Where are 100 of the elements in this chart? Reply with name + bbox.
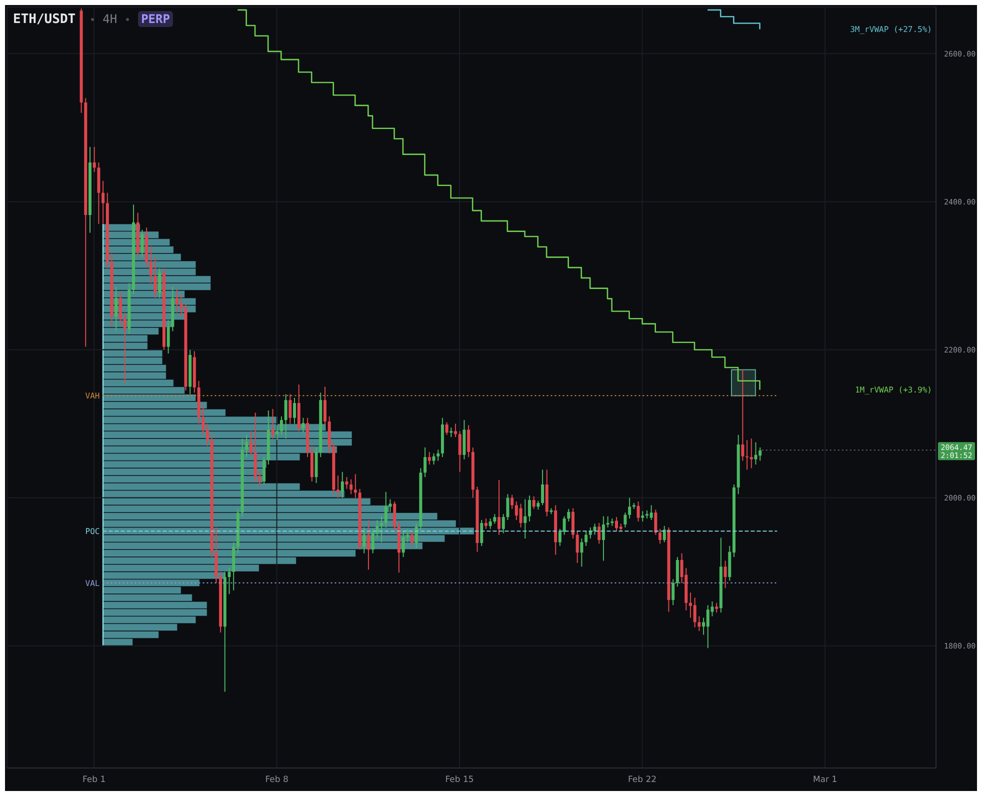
candlestick — [276, 424, 279, 441]
candlestick — [206, 423, 209, 446]
x-tick-label: Feb 22 — [628, 775, 657, 786]
candlestick — [92, 146, 96, 173]
candlestick — [154, 256, 157, 298]
candlestick — [336, 475, 340, 498]
x-tick-label: Feb 15 — [445, 775, 474, 786]
candlestick — [750, 438, 753, 469]
candlestick — [380, 516, 384, 543]
annotation: PERP — [138, 11, 173, 27]
candlestick — [698, 616, 701, 632]
candlestick — [541, 469, 544, 506]
candlestick — [746, 440, 749, 470]
candlestick — [262, 456, 266, 485]
candlestick — [528, 495, 531, 522]
candlestick — [118, 292, 122, 324]
candlestick — [510, 494, 514, 510]
candlestick — [280, 416, 283, 436]
candlestick — [366, 520, 370, 570]
candlestick — [672, 578, 675, 606]
candlestick — [606, 516, 610, 528]
candlestick — [428, 451, 431, 465]
candlestick — [488, 518, 492, 530]
candlestick — [506, 494, 510, 521]
candlestick — [615, 516, 618, 532]
candlestick — [345, 476, 348, 490]
candlestick — [123, 312, 126, 384]
candlestick — [228, 568, 231, 595]
candlestick — [166, 320, 170, 354]
candlestick — [602, 516, 605, 562]
candlestick — [354, 474, 357, 498]
candlestick — [288, 394, 292, 424]
candlestick — [588, 526, 592, 540]
candlestick — [450, 426, 453, 438]
candlestick — [245, 434, 248, 458]
candlestick — [323, 386, 326, 426]
candlestick — [636, 501, 640, 522]
candlestick — [524, 498, 527, 540]
candlestick — [493, 514, 496, 524]
candlestick — [484, 518, 488, 530]
text: 4H — [102, 12, 118, 26]
candlestick — [658, 528, 662, 544]
candlestick — [662, 525, 666, 543]
ref-line-label: POC — [85, 527, 100, 536]
candlestick — [432, 452, 436, 465]
text: 3M_rVWAP (+27.5%) — [850, 25, 932, 34]
ref-line-label: VAH — [85, 392, 100, 401]
candlestick — [519, 503, 522, 528]
candlestick — [384, 491, 388, 528]
x-tick-label: Mar 1 — [812, 775, 838, 786]
candlestick — [350, 478, 353, 495]
candlestick — [593, 523, 596, 536]
candlestick — [258, 470, 262, 488]
candlestick — [249, 430, 252, 456]
candlestick — [706, 604, 710, 649]
candlestick — [376, 520, 379, 540]
candlestick — [414, 523, 418, 549]
candlestick — [436, 449, 440, 462]
candlestick — [754, 442, 758, 465]
candlestick — [558, 528, 562, 546]
candlestick — [567, 508, 570, 522]
candlestick — [371, 528, 374, 554]
candlestick — [424, 446, 427, 478]
candlestick — [467, 424, 470, 458]
candlestick — [388, 498, 392, 514]
candlestick — [571, 508, 574, 540]
candlestick — [149, 246, 152, 284]
candlestick — [454, 423, 458, 438]
candlestick — [458, 430, 462, 472]
candlestick — [676, 556, 679, 588]
candlestick — [624, 512, 627, 528]
candlestick — [480, 520, 484, 546]
candlestick — [580, 538, 584, 568]
x-tick-label: Feb 1 — [82, 775, 106, 786]
candlestick — [202, 404, 205, 436]
candlestick — [114, 286, 118, 332]
candlestick — [362, 526, 366, 554]
candlestick — [340, 471, 344, 498]
candlestick — [598, 522, 601, 544]
candlestick — [402, 530, 405, 558]
candlestick — [176, 288, 179, 314]
candlestick — [140, 229, 144, 258]
candlestick — [741, 369, 744, 462]
candlestick — [562, 516, 566, 536]
candlestick — [293, 397, 296, 424]
candlestick — [393, 501, 396, 532]
candlestick — [271, 408, 274, 440]
candlestick — [502, 514, 505, 534]
candlestick — [302, 417, 305, 434]
x-tick-label: Feb 8 — [265, 775, 288, 786]
candlestick — [410, 530, 414, 546]
candlestick — [693, 597, 696, 628]
candlestick — [498, 480, 501, 536]
candlestick — [180, 294, 183, 317]
candlestick — [284, 394, 288, 440]
text: 1M_rVWAP (+3.9%) — [854, 386, 932, 395]
candlestick — [532, 496, 536, 510]
candlestick — [724, 560, 727, 589]
candlestick — [715, 602, 718, 614]
candlestick — [650, 504, 653, 521]
